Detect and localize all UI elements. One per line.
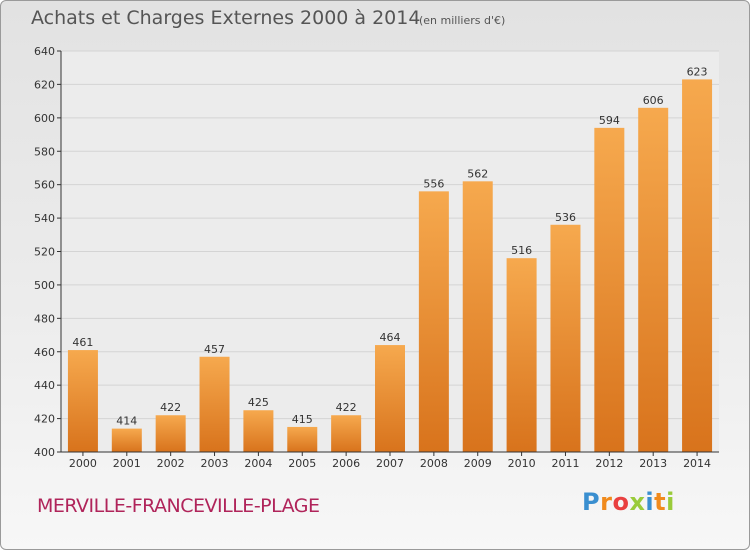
bar	[67, 350, 98, 452]
data-label: 414	[116, 415, 137, 428]
x-tick-label: 2006	[332, 457, 360, 470]
data-label: 464	[380, 331, 401, 344]
x-tick-label: 2012	[595, 457, 623, 470]
data-label: 422	[160, 401, 181, 414]
city-name: MERVILLE-FRANCEVILLE-PLAGE	[37, 495, 320, 517]
data-label: 457	[204, 343, 225, 356]
x-tick-label: 2004	[244, 457, 272, 470]
x-tick-label: 2003	[201, 457, 229, 470]
brand-letter: r	[600, 488, 613, 516]
brand-letter: i	[666, 488, 675, 516]
x-tick-label: 2010	[508, 457, 536, 470]
y-tick-label: 540	[34, 212, 55, 225]
data-label: 606	[643, 94, 664, 107]
y-tick-label: 640	[34, 45, 55, 58]
x-tick-label: 2007	[376, 457, 404, 470]
chart-unit: (en milliers d'€)	[419, 14, 506, 27]
bar	[111, 428, 142, 452]
y-tick-label: 560	[34, 179, 55, 192]
bar	[418, 191, 449, 452]
x-tick-label: 2014	[683, 457, 711, 470]
bar	[638, 107, 669, 452]
data-label: 623	[687, 65, 708, 78]
y-tick-label: 620	[34, 78, 55, 91]
brand-letter: t	[654, 488, 667, 516]
bar	[462, 181, 493, 452]
bar	[594, 127, 625, 452]
data-label: 536	[555, 211, 576, 224]
bar	[287, 426, 318, 452]
data-label: 425	[248, 396, 269, 409]
x-tick-label: 2005	[288, 457, 316, 470]
brand-letter: i	[645, 488, 655, 516]
x-tick-label: 2002	[157, 457, 185, 470]
x-tick-label: 2009	[464, 457, 492, 470]
x-tick-label: 2008	[420, 457, 448, 470]
data-label: 461	[72, 336, 93, 349]
chart-title: Achats et Charges Externes 2000 à 2014	[31, 7, 421, 29]
data-label: 415	[292, 413, 313, 426]
data-label: 594	[599, 114, 620, 127]
y-tick-label: 600	[34, 112, 55, 125]
x-tick-label: 2013	[639, 457, 667, 470]
y-tick-label: 520	[34, 246, 55, 259]
bar	[199, 356, 230, 452]
y-tick-label: 460	[34, 346, 55, 359]
data-label: 422	[336, 401, 357, 414]
y-tick-label: 400	[34, 446, 55, 459]
y-tick-label: 580	[34, 145, 55, 158]
data-label: 516	[511, 244, 532, 257]
bar	[155, 415, 186, 452]
x-tick-label: 2001	[113, 457, 141, 470]
y-tick-label: 420	[34, 413, 55, 426]
y-tick-label: 440	[34, 379, 55, 392]
x-tick-label: 2011	[551, 457, 579, 470]
x-tick-label: 2000	[69, 457, 97, 470]
brand-letter: P	[582, 488, 601, 516]
brand-logo: Proxiti	[582, 488, 675, 516]
y-tick-label: 500	[34, 279, 55, 292]
brand-letter: x	[629, 488, 646, 516]
bar	[550, 224, 581, 452]
bar	[243, 410, 274, 452]
data-label: 556	[423, 177, 444, 190]
bar	[331, 415, 362, 452]
y-tick-label: 480	[34, 312, 55, 325]
data-label: 562	[467, 167, 488, 180]
brand-letter: o	[612, 488, 630, 516]
bar	[682, 79, 713, 452]
bar	[375, 345, 405, 452]
bar	[506, 258, 537, 452]
